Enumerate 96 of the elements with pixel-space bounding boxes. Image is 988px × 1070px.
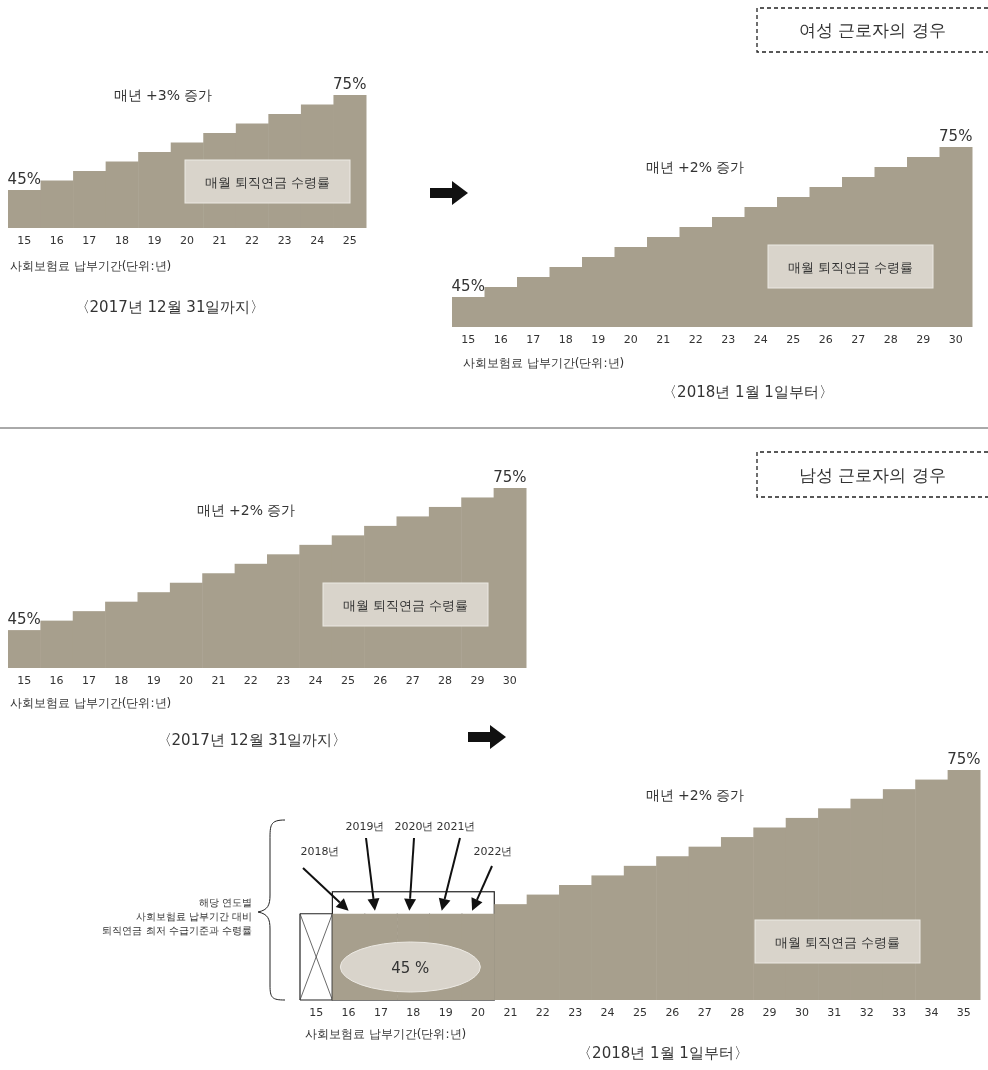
annotation: 2018년 <box>300 845 340 858</box>
text: 〈2018년 1월 1일부터〉 <box>577 1044 749 1062</box>
x-tick-label: 17 <box>526 333 541 346</box>
x-tick-label: 31 <box>827 1006 842 1019</box>
data-label: 75% <box>333 75 367 93</box>
x-tick-label: 16 <box>49 674 64 687</box>
x-tick-label: 17 <box>81 674 96 687</box>
annotation: 2021년 <box>436 820 476 833</box>
text: 〈2017년 12월 31일까지〉 <box>74 298 266 316</box>
x-tick-label: 15 <box>17 674 32 687</box>
x-tick-label: 21 <box>503 1006 518 1019</box>
x-tick-label: 19 <box>438 1006 453 1019</box>
x-axis-title: 사회보험료 납부기간(단위:년) <box>463 356 625 370</box>
x-tick-label: 27 <box>697 1006 712 1019</box>
data-label: 75% <box>939 127 973 145</box>
x-tick-label: 20 <box>623 333 638 346</box>
annotation: 매년 +3% 증가 <box>113 87 213 103</box>
x-tick-label: 26 <box>818 333 833 346</box>
data-label: 45% <box>7 170 41 188</box>
x-tick-label: 21 <box>212 234 227 247</box>
x-tick-label: 28 <box>438 674 453 687</box>
x-tick-label: 19 <box>147 234 162 247</box>
annotation: 매월 퇴직연금 수령률 <box>774 934 901 950</box>
x-tick-label: 19 <box>146 674 161 687</box>
annotation: 매월 퇴직연금 수령률 <box>787 259 914 275</box>
x-tick-label: 28 <box>730 1006 745 1019</box>
x-tick-label: 33 <box>892 1006 907 1019</box>
x-tick-label: 20 <box>180 234 194 247</box>
x-tick-label: 29 <box>470 674 485 687</box>
x-tick-label: 22 <box>688 333 703 346</box>
x-tick-label: 23 <box>277 234 292 247</box>
data-label: 45 % <box>391 959 430 977</box>
x-axis-title: 사회보험료 납부기간(단위:년) <box>305 1027 467 1041</box>
x-tick-label: 32 <box>859 1006 874 1019</box>
x-tick-label: 24 <box>753 333 768 346</box>
x-tick-label: 15 <box>461 333 476 346</box>
annotation: 매월 퇴직연금 수령률 <box>204 174 331 190</box>
x-tick-label: 24 <box>308 674 323 687</box>
x-tick-label: 17 <box>373 1006 388 1019</box>
x-tick-label: 18 <box>406 1006 421 1019</box>
x-tick-label: 30 <box>794 1006 809 1019</box>
x-tick-label: 23 <box>276 674 291 687</box>
x-tick-label: 34 <box>924 1006 939 1019</box>
x-tick-label: 28 <box>883 333 898 346</box>
x-tick-label: 35 <box>956 1006 971 1019</box>
x-tick-label: 24 <box>600 1006 615 1019</box>
text: 남성 근로자의 경우 <box>799 464 946 485</box>
x-tick-label: 27 <box>405 674 420 687</box>
x-tick-label: 18 <box>558 333 573 346</box>
x-axis-title: 사회보험료 납부기간(단위:년) <box>10 259 172 273</box>
x-tick-label: 15 <box>309 1006 324 1019</box>
x-tick-label: 23 <box>721 333 736 346</box>
data-label: 45% <box>451 277 485 295</box>
text: 〈2017년 12월 31일까지〉 <box>156 731 348 749</box>
x-tick-label: 26 <box>665 1006 680 1019</box>
x-tick-label: 18 <box>114 674 129 687</box>
annotation: 매년 +2% 증가 <box>645 159 745 175</box>
data-label: 75% <box>493 468 527 486</box>
x-tick-label: 27 <box>851 333 866 346</box>
x-tick-label: 26 <box>373 674 388 687</box>
x-tick-label: 21 <box>656 333 671 346</box>
x-tick-label: 24 <box>310 234 325 247</box>
data-label: 75% <box>947 750 981 768</box>
x-tick-label: 25 <box>340 674 355 687</box>
x-tick-label: 16 <box>49 234 64 247</box>
annotation: 2022년 <box>473 845 513 858</box>
x-tick-label: 22 <box>535 1006 550 1019</box>
text: 〈2018년 1월 1일부터〉 <box>662 383 834 401</box>
x-tick-label: 19 <box>591 333 606 346</box>
x-tick-label: 30 <box>948 333 963 346</box>
x-tick-label: 21 <box>211 674 226 687</box>
text: 여성 근로자의 경우 <box>799 20 946 40</box>
x-tick-label: 25 <box>342 234 357 247</box>
annotation: 2019년 <box>345 820 385 833</box>
x-axis-title: 사회보험료 납부기간(단위:년) <box>10 696 172 710</box>
annotation: 매월 퇴직연금 수령률 <box>342 597 469 613</box>
x-tick-label: 16 <box>341 1006 356 1019</box>
x-tick-label: 25 <box>786 333 801 346</box>
x-tick-label: 29 <box>916 333 931 346</box>
annotation: 매년 +2% 증가 <box>196 502 296 518</box>
x-tick-label: 17 <box>82 234 97 247</box>
data-label: 45% <box>7 610 41 629</box>
x-tick-label: 15 <box>17 234 32 247</box>
x-tick-label: 29 <box>762 1006 777 1019</box>
x-tick-label: 30 <box>502 674 517 687</box>
x-tick-label: 25 <box>633 1006 647 1019</box>
x-tick-label: 20 <box>471 1006 486 1019</box>
x-tick-label: 18 <box>114 234 129 247</box>
text: 해당 연도별 사회보험료 납부기간 대비 퇴직연금 최저 수급기준과 수령률 <box>102 897 252 936</box>
x-tick-label: 23 <box>568 1006 583 1019</box>
x-tick-label: 16 <box>493 333 508 346</box>
annotation: 2020년 <box>394 820 434 833</box>
x-tick-label: 22 <box>245 234 260 247</box>
x-tick-label: 20 <box>179 674 194 687</box>
x-tick-label: 22 <box>243 674 258 687</box>
annotation: 매년 +2% 증가 <box>645 787 745 803</box>
